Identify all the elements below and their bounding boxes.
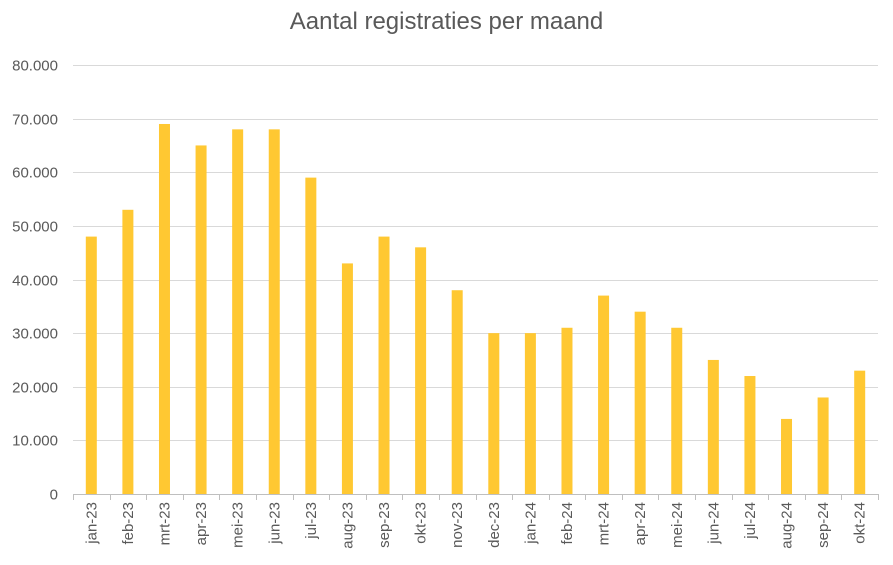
bar [122,209,134,495]
x-tick-label: apr-23 [193,502,210,545]
y-tick-label: 30.000 [12,326,58,343]
y-axis-tick-labels: 0 10.000 20.000 30.000 40.000 50.000 60.000 70.… [12,58,58,504]
bar [854,370,866,494]
bar [85,236,97,494]
y-tick-label: 70.000 [12,112,58,129]
bar [561,327,573,494]
x-tick-label: feb-24 [559,502,576,545]
bar [781,418,793,494]
x-tick-label: sep-24 [815,502,832,548]
bar [671,327,683,494]
x-tick-label: apr-24 [632,502,649,545]
bar [598,295,610,494]
bar [158,123,170,495]
x-tick-label: dec-23 [486,502,503,548]
bars [85,123,866,495]
bar [195,145,207,494]
bar [232,129,244,494]
gridlines [73,65,878,441]
x-tick-label: sep-23 [376,502,393,548]
bar [378,236,390,494]
x-tick-label: jan-23 [83,502,100,545]
bar [305,177,317,495]
bar [707,359,719,494]
x-tick-label: jul-24 [742,502,759,540]
x-tick-label: mrt-24 [596,502,613,545]
x-tick-label: okt-24 [852,502,869,544]
x-tick-label: feb-23 [120,502,137,545]
y-tick-label: 20.000 [12,380,58,397]
x-tick-label: okt-23 [413,502,430,544]
x-tick-label: jul-23 [303,502,320,540]
y-tick-label: 10.000 [12,433,58,450]
x-axis [73,494,879,500]
x-tick-label: jan-24 [522,502,539,545]
y-tick-label: 40.000 [12,273,58,290]
y-tick-label: 80.000 [12,58,58,75]
x-tick-label: jun-24 [705,502,722,545]
y-tick-label: 50.000 [12,219,58,236]
x-tick-label: nov-23 [449,502,466,548]
x-tick-label: mrt-23 [156,502,173,545]
x-axis-tick-labels: jan-23 feb-23 mrt-23 apr-23 mei-23 jun-23 jul-… [83,502,868,549]
x-tick-label: jun-23 [266,502,283,545]
bar [451,290,463,494]
y-tick-label: 60.000 [12,165,58,182]
x-tick-label: aug-23 [339,502,356,549]
bar [744,376,756,494]
bar [634,311,646,494]
bar [817,397,829,494]
chart-title: Aantal registraties per maand [289,8,604,35]
x-tick-label: aug-24 [779,502,796,549]
bar [488,333,500,495]
bar [524,333,536,495]
bar [341,263,353,494]
x-tick-label: mei-23 [230,502,247,548]
x-tick-label: mei-24 [669,502,686,548]
bar [415,247,427,494]
y-tick-label: 0 [50,487,58,504]
bar [268,129,280,494]
